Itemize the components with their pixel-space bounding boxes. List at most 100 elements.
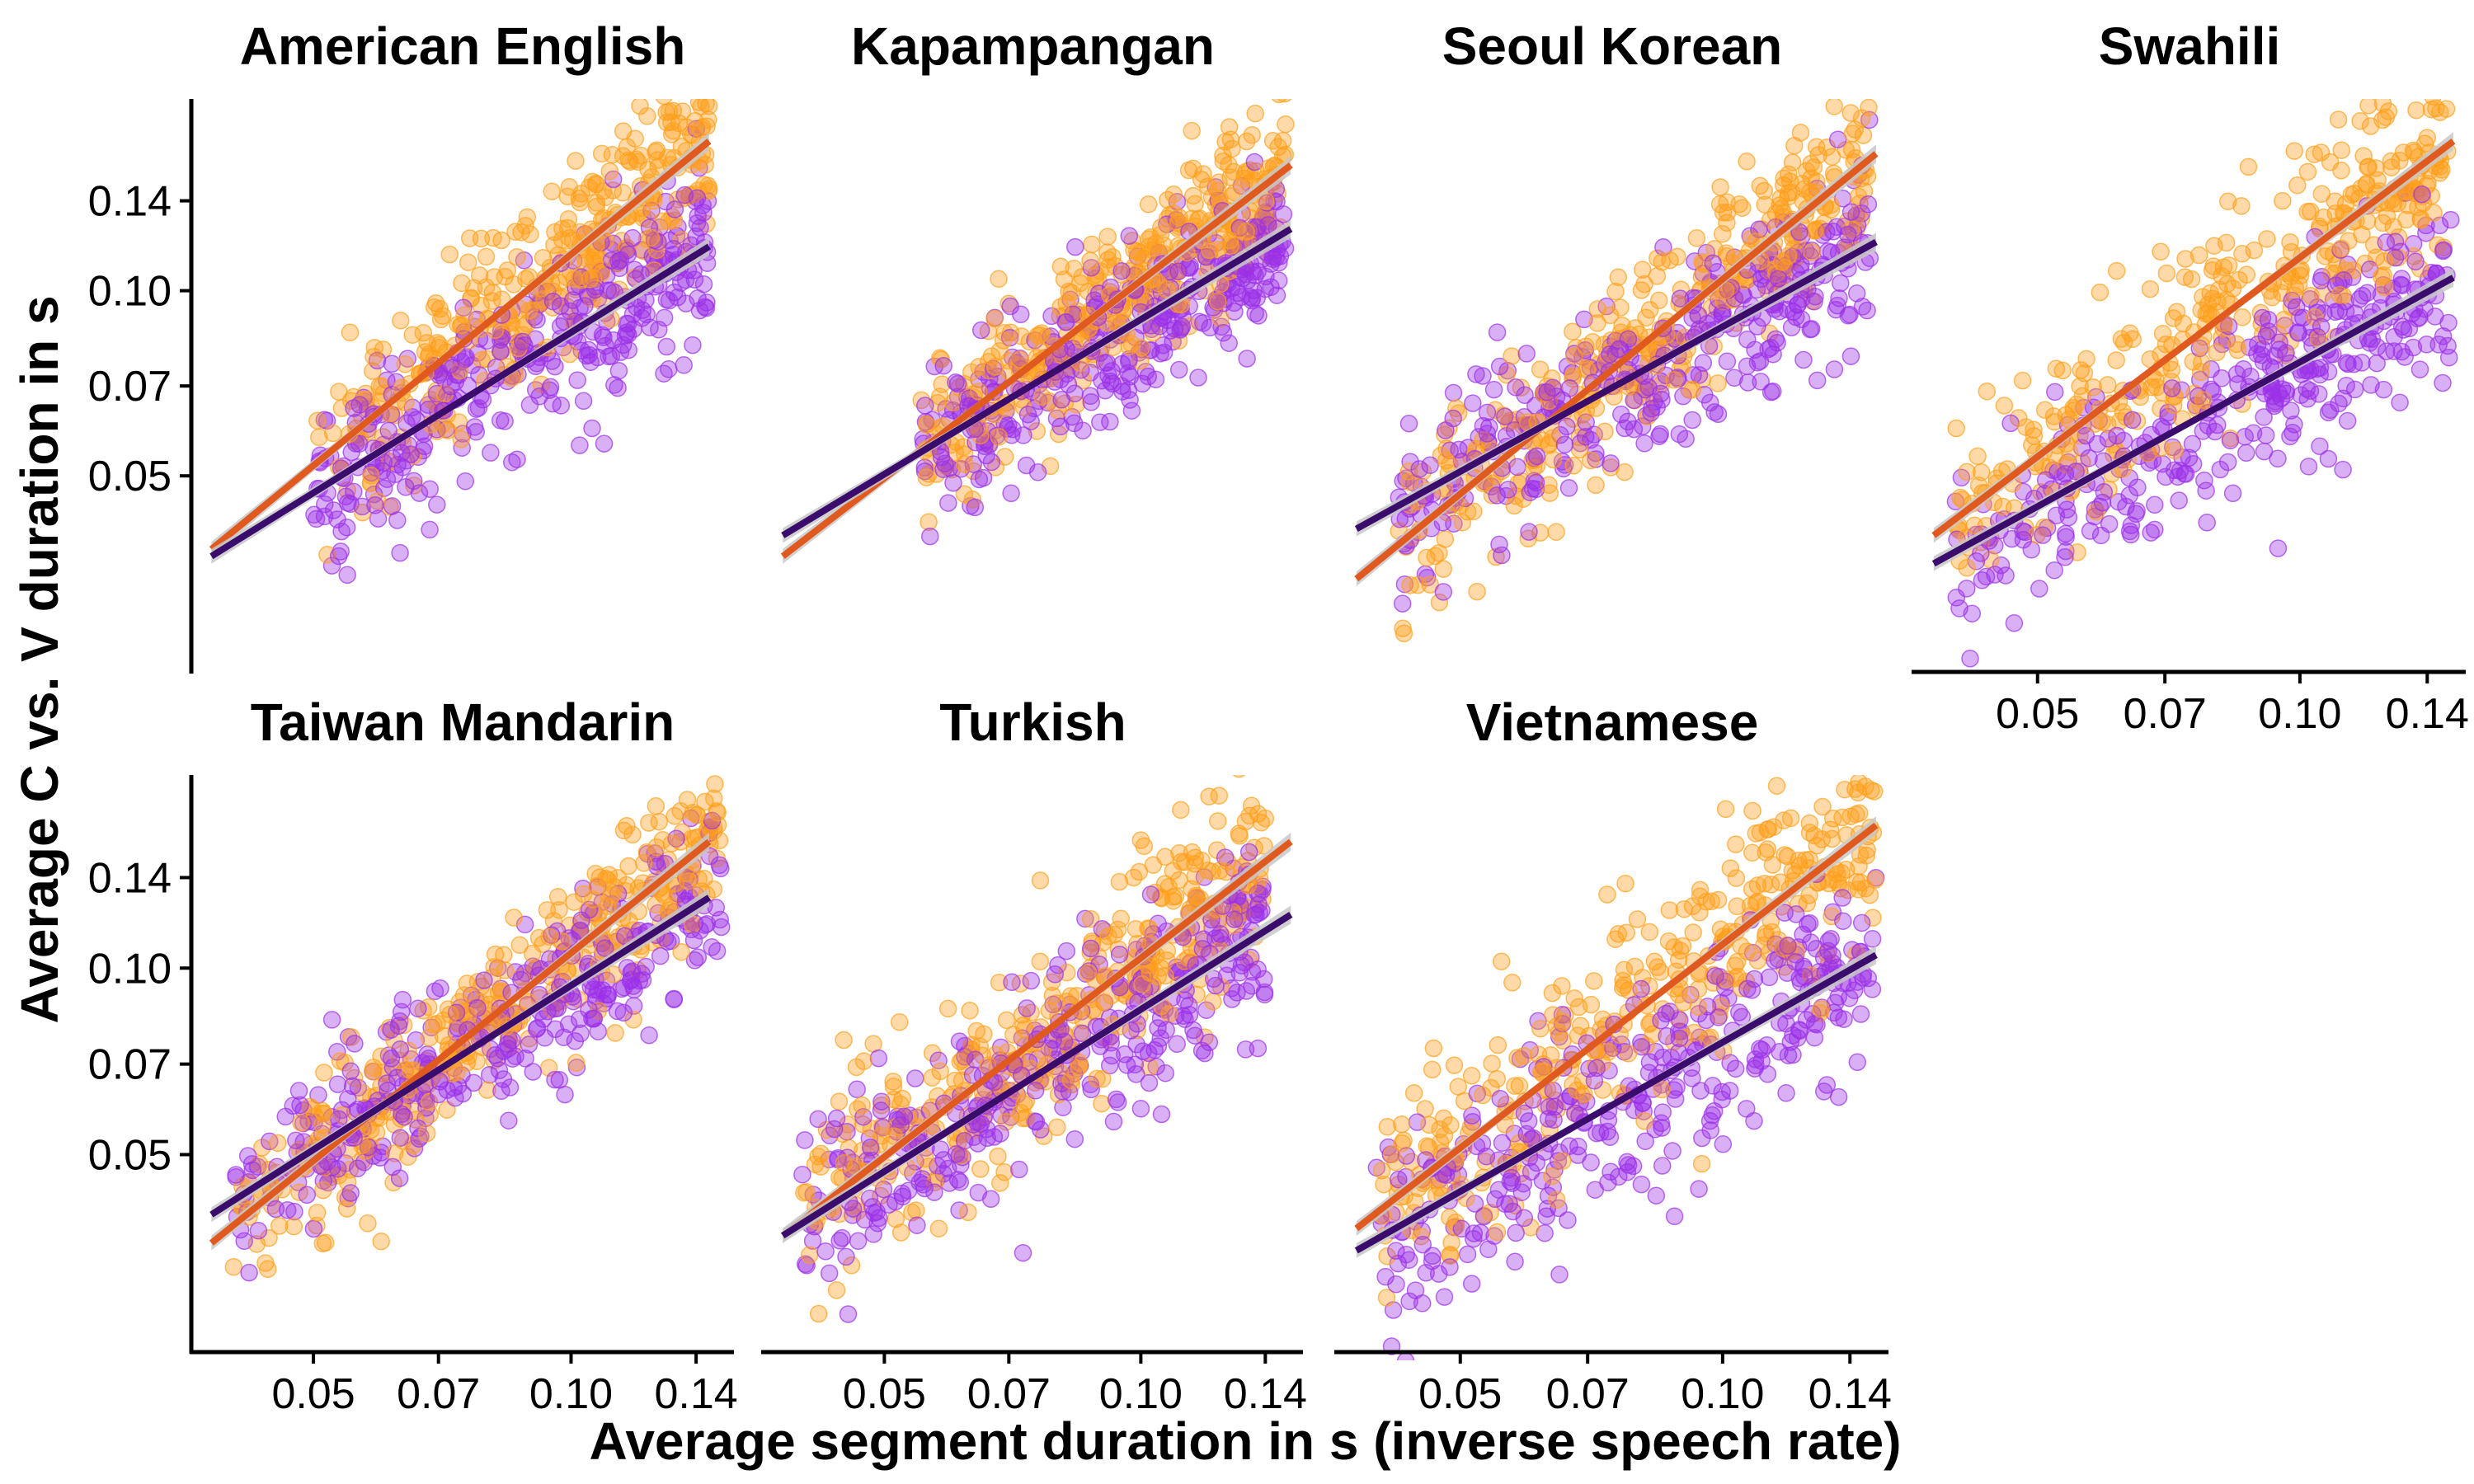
- consonant-point: [1805, 222, 1823, 240]
- consonant-point: [1252, 814, 1271, 832]
- consonant-point: [1424, 1039, 1443, 1058]
- consonant-point: [2194, 391, 2213, 409]
- vowel-point: [467, 400, 486, 418]
- vowel-point: [593, 326, 612, 345]
- consonant-point: [1582, 995, 1601, 1014]
- consonant-point: [1865, 782, 1884, 801]
- consonant-point: [1108, 920, 1127, 939]
- consonant-point: [1156, 966, 1174, 985]
- vowel-point: [1787, 308, 1805, 326]
- consonant-point: [543, 182, 562, 200]
- consonant-point: [269, 1134, 287, 1153]
- vowel-point: [2080, 448, 2098, 467]
- vowel-point: [1399, 414, 1418, 433]
- consonant-point: [2312, 185, 2331, 203]
- y-tick-label: 0.10: [88, 945, 172, 993]
- vowel-fit-line: [209, 895, 712, 1218]
- vowel-point: [1236, 265, 1254, 284]
- vowel-point: [2337, 354, 2356, 372]
- vowel-point: [1834, 912, 1852, 930]
- consonant-point: [2233, 308, 2251, 326]
- vowel-point: [675, 356, 693, 374]
- consonant-point: [2368, 171, 2387, 190]
- vowel-point: [1073, 1024, 1092, 1043]
- vowel-point: [1779, 1046, 1798, 1064]
- consonant-point: [548, 887, 567, 906]
- vowel-point: [947, 373, 965, 392]
- consonant-point: [428, 1014, 446, 1033]
- consonant-point: [638, 107, 656, 125]
- vowel-point: [2270, 333, 2288, 352]
- consonant-point: [1088, 1069, 1106, 1088]
- vowel-point: [1725, 369, 1743, 387]
- consonant-point: [365, 338, 383, 357]
- vowel-point: [305, 505, 323, 524]
- vowel-point: [576, 297, 594, 315]
- y-tick-label: 0.14: [88, 178, 172, 226]
- vowel-point: [865, 1204, 883, 1222]
- vowel-point: [2146, 495, 2164, 514]
- consonant-point: [648, 151, 667, 169]
- vowel-point: [1052, 391, 1070, 409]
- vowel-point: [1559, 1211, 1577, 1229]
- vowel-point: [1958, 580, 1976, 598]
- consonant-point: [917, 468, 936, 486]
- consonant-point: [604, 965, 623, 984]
- vowel-point: [382, 1050, 401, 1068]
- consonant-point: [1645, 952, 1664, 971]
- consonant-point: [510, 936, 529, 955]
- vowel-point: [454, 298, 473, 317]
- vowel-point: [2030, 580, 2048, 598]
- vowel-point: [1808, 371, 1827, 390]
- consonant-point: [581, 270, 599, 289]
- vowel-point: [1690, 1180, 1708, 1198]
- vowel-point: [655, 364, 673, 383]
- vowel-point: [1602, 454, 1620, 472]
- vowel-point: [2265, 347, 2284, 365]
- vowel-point: [1393, 594, 1412, 613]
- vowel-point: [1184, 1021, 1202, 1040]
- panels-layer: American English0.050.070.100.14Kapampan…: [88, 16, 2469, 1418]
- consonant-point: [1705, 240, 1724, 258]
- vowel-point: [1444, 409, 1462, 428]
- vowel-point: [2213, 369, 2231, 387]
- vowel-point: [1832, 274, 1850, 293]
- vowel-point: [1274, 205, 1293, 223]
- vowel-point: [1216, 848, 1235, 866]
- consonant-point: [452, 430, 470, 448]
- consonant-point: [2415, 134, 2434, 153]
- consonant-point: [1216, 862, 1235, 881]
- points-group: [1946, 99, 2460, 668]
- vowel-point: [1101, 412, 1119, 431]
- consonant-point: [632, 147, 650, 165]
- vowel-point: [1140, 1073, 1159, 1092]
- vowel-point: [608, 1002, 627, 1021]
- vowel-point: [1394, 472, 1412, 491]
- vowel-point: [388, 511, 407, 529]
- points-group: [305, 99, 718, 585]
- consonant-point: [2064, 402, 2083, 420]
- vowel-point: [298, 1186, 316, 1205]
- vowel-point: [1612, 405, 1630, 424]
- vowel-point: [341, 1062, 360, 1081]
- vowel-point: [566, 1032, 585, 1050]
- consonant-point: [2091, 283, 2109, 302]
- vowel-point: [570, 1010, 589, 1028]
- consonant-point: [2114, 333, 2133, 352]
- consonant-point: [1772, 200, 1790, 218]
- consonant-point: [1208, 293, 1227, 311]
- vowel-point: [2394, 321, 2413, 339]
- consonant-point: [1823, 148, 1841, 167]
- consonant-point: [1864, 736, 1880, 753]
- vowel-point: [830, 1232, 849, 1250]
- consonant-point: [995, 1162, 1014, 1181]
- consonant-point: [1503, 347, 1521, 365]
- vowel-point: [966, 498, 985, 517]
- vowel-point: [2153, 454, 2172, 473]
- vowel-point: [546, 1070, 564, 1089]
- consonant-point: [951, 1052, 970, 1071]
- vowel-point: [371, 1148, 389, 1167]
- vowel-point: [585, 1010, 603, 1028]
- vowel-point: [977, 446, 995, 465]
- consonant-point: [1133, 975, 1151, 993]
